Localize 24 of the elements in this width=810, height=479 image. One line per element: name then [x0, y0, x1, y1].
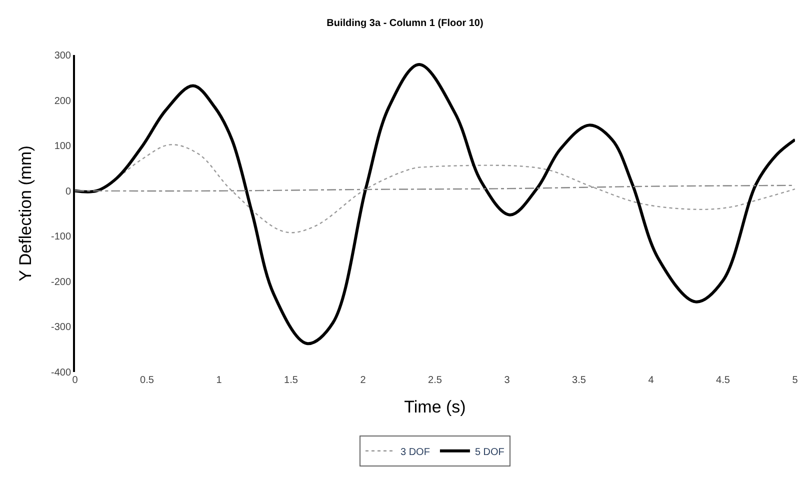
chart-title: Building 3a - Column 1 (Floor 10) — [326, 18, 484, 30]
x-tick-label: 3 — [504, 375, 510, 386]
x-tick-label: 5 — [792, 375, 798, 386]
x-tick-label: 4 — [648, 375, 654, 386]
x-tick-label: 1 — [216, 375, 222, 386]
x-tick-label: 2 — [360, 375, 366, 386]
y-tick-label: -300 — [50, 322, 72, 334]
x-tick-label: 1.5 — [284, 375, 298, 386]
legend-label: 3 DOF — [400, 446, 430, 458]
x-tick-label: 0.5 — [140, 375, 154, 386]
x-tick-label: 4.5 — [716, 375, 730, 386]
x-tick-label: 0 — [72, 375, 78, 386]
y-axis-title: Y Deflection (mm) — [16, 146, 36, 282]
x-axis-title: Time (s) — [404, 397, 466, 416]
y-tick-label: -100 — [50, 232, 72, 243]
y-tick-label: 100 — [54, 141, 72, 152]
x-tick-label: 2.5 — [428, 375, 442, 386]
x-tick-label: 3.5 — [572, 375, 586, 386]
legend-label: 5 DOF — [474, 446, 504, 458]
y-tick-label: 300 — [54, 50, 72, 62]
y-tick-label: -400 — [50, 368, 72, 378]
y-tick-label: 200 — [54, 96, 72, 107]
y-tick-label: -200 — [50, 276, 72, 288]
y-tick-label: 0 — [65, 186, 72, 198]
